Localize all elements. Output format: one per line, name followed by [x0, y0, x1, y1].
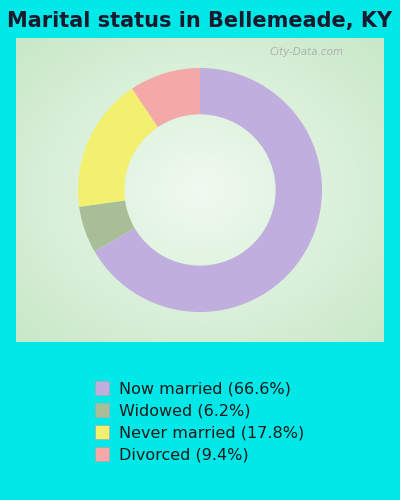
Wedge shape: [79, 200, 135, 252]
Text: Marital status in Bellemeade, KY: Marital status in Bellemeade, KY: [8, 10, 392, 30]
Wedge shape: [95, 68, 322, 312]
Wedge shape: [132, 68, 200, 127]
Wedge shape: [78, 88, 158, 207]
Legend: Now married (66.6%), Widowed (6.2%), Never married (17.8%), Divorced (9.4%): Now married (66.6%), Widowed (6.2%), Nev…: [91, 376, 309, 467]
Text: City-Data.com: City-Data.com: [269, 46, 343, 56]
